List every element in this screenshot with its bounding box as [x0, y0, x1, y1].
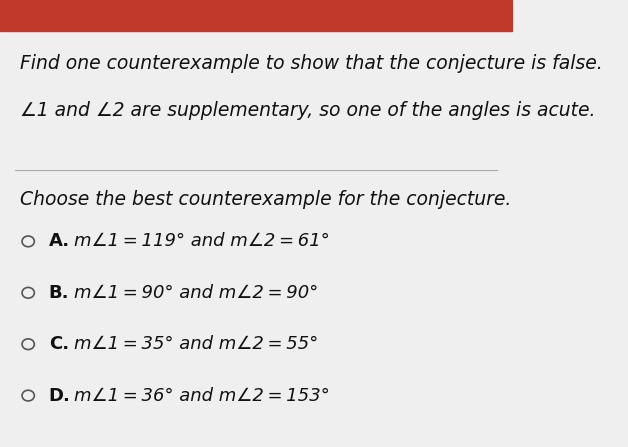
- Text: B.: B.: [49, 284, 69, 302]
- Text: A.: A.: [49, 232, 70, 250]
- Text: Find one counterexample to show that the conjecture is false.: Find one counterexample to show that the…: [21, 54, 604, 73]
- Text: Choose the best counterexample for the conjecture.: Choose the best counterexample for the c…: [21, 190, 512, 209]
- Text: C.: C.: [49, 335, 69, 353]
- Bar: [0, 0, 512, 31]
- Text: D.: D.: [49, 387, 70, 405]
- Text: m∠1 = 90° and m∠2 = 90°: m∠1 = 90° and m∠2 = 90°: [74, 284, 318, 302]
- Text: m∠1 = 35° and m∠2 = 55°: m∠1 = 35° and m∠2 = 55°: [74, 335, 318, 353]
- Text: m∠1 = 36° and m∠2 = 153°: m∠1 = 36° and m∠2 = 153°: [74, 387, 330, 405]
- Text: m∠1 = 119° and m∠2 = 61°: m∠1 = 119° and m∠2 = 61°: [74, 232, 330, 250]
- Text: ∠1 and ∠2 are supplementary, so one of the angles is acute.: ∠1 and ∠2 are supplementary, so one of t…: [21, 101, 596, 120]
